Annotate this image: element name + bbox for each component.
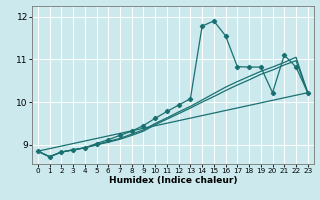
- X-axis label: Humidex (Indice chaleur): Humidex (Indice chaleur): [108, 176, 237, 185]
